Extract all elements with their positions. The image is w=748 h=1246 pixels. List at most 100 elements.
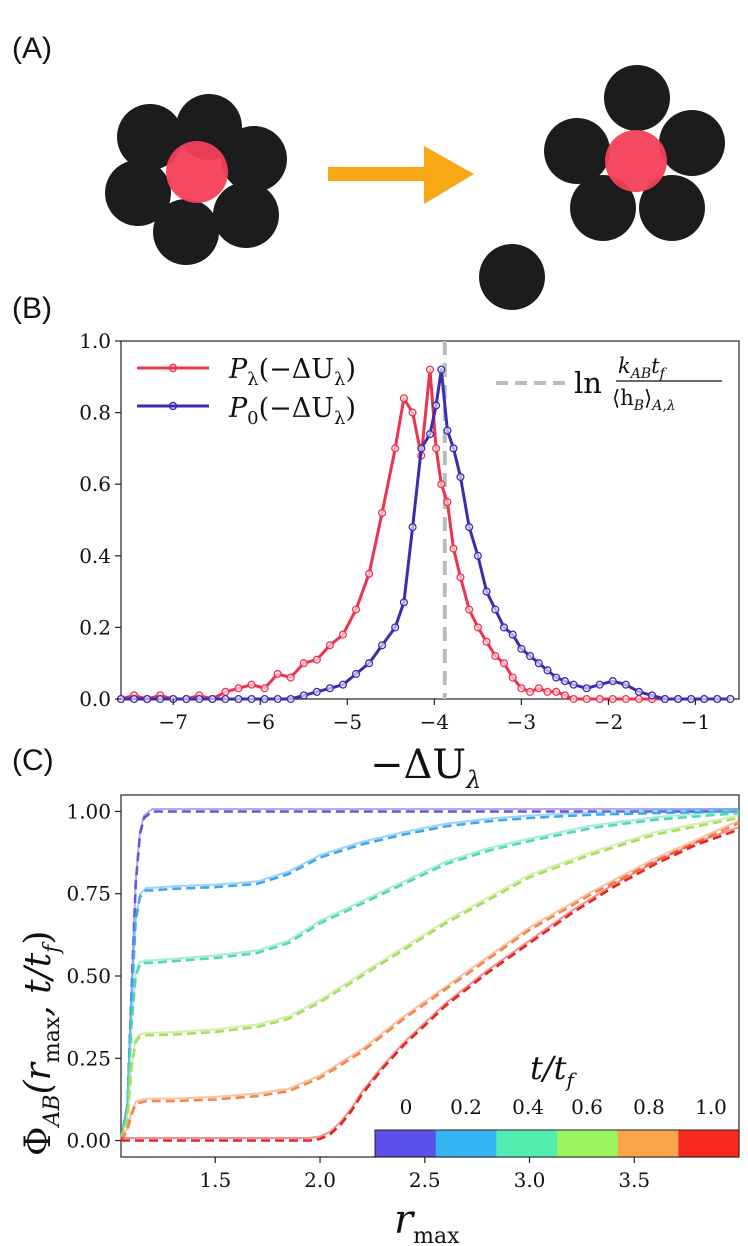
colorbar-label: 0.8 — [633, 1095, 665, 1119]
data-point — [517, 684, 526, 693]
solvent-particle — [117, 104, 183, 170]
solvent-particle — [659, 110, 725, 176]
data-point — [517, 644, 526, 653]
data-point — [543, 666, 552, 675]
data-point — [449, 544, 458, 553]
solvent-particle — [105, 160, 171, 226]
data-point — [325, 641, 334, 650]
x-tick-label: 2.5 — [409, 1168, 441, 1192]
x-tick-label: −4 — [420, 710, 449, 734]
escaped-solvent-particle — [479, 244, 545, 310]
x-tick-labels: 1.5 2.0 2.5 3.0 3.5 — [199, 1157, 650, 1192]
series-group — [119, 808, 740, 1142]
data-point — [569, 680, 578, 689]
series-P_lambda — [116, 365, 735, 704]
data-point — [534, 684, 543, 693]
x-tick-label: 3.0 — [514, 1168, 546, 1192]
cluster-left — [105, 94, 287, 265]
data-point — [491, 605, 500, 614]
data-point — [595, 694, 604, 704]
colorbar-label: 0.6 — [571, 1095, 603, 1119]
y-tick-label: 1.0 — [79, 329, 111, 353]
data-point — [286, 694, 295, 704]
data-point — [456, 472, 465, 482]
theory-curve — [119, 810, 739, 1141]
data-point — [156, 694, 165, 704]
data-point — [221, 694, 230, 704]
data-point — [499, 623, 509, 632]
solvent-particle — [213, 182, 279, 248]
data-point — [560, 677, 569, 686]
y-tick-label: 0.8 — [79, 401, 111, 425]
theory-curve — [119, 821, 740, 1142]
solute-particle — [605, 130, 667, 192]
data-point — [351, 669, 361, 678]
colorbar-swatch — [496, 1130, 558, 1157]
legend-marker-p-lambda — [168, 363, 178, 373]
series-P_0 — [116, 365, 735, 704]
legend-marker-p-zero — [168, 401, 178, 411]
data-point — [312, 687, 321, 696]
y-tick-label: 0.6 — [79, 472, 111, 496]
data-point — [465, 523, 474, 532]
legend-label-p-lambda: Pλ(−ΔUλ) — [228, 354, 356, 390]
colorbar-swatch — [617, 1130, 679, 1157]
data-point — [687, 694, 696, 704]
data-point — [260, 694, 269, 704]
x-tick-label: −6 — [246, 710, 275, 734]
data-point — [312, 655, 321, 664]
data-point — [437, 365, 446, 374]
x-tick-labels: −7 −6 −5 −4 −3 −2 −1 — [158, 699, 710, 734]
legend-label-ln: ln — [574, 366, 602, 400]
legend: Pλ(−ΔUλ) P0(−ΔUλ) ln kABtf ⟨hB⟩A,λ — [137, 354, 722, 429]
y-tick-label: 0.4 — [79, 544, 111, 568]
data-point — [473, 551, 482, 560]
y-tick-labels: 0.0 0.2 0.4 0.6 0.8 1.0 — [79, 329, 121, 711]
series-t=0.2 — [119, 808, 740, 1141]
colorbar-swatch — [435, 1130, 497, 1157]
theory-curve — [119, 816, 740, 1141]
data-point — [647, 691, 657, 700]
data-point — [582, 694, 591, 704]
data-point — [391, 623, 400, 632]
x-tick-label: −1 — [681, 710, 710, 734]
data-point — [456, 573, 465, 582]
data-point — [260, 684, 269, 693]
theory-curve — [119, 811, 740, 1141]
data-point — [482, 587, 491, 596]
panel-c-cumulative-chart: 0.000.250.500.751.00 1.5 2.0 2.5 3.0 3.5 t/t… — [18, 794, 740, 1246]
data-point — [526, 687, 535, 696]
data-point — [143, 694, 152, 704]
x-tick-label: 2.0 — [304, 1168, 336, 1192]
x-tick-label: 3.5 — [618, 1168, 650, 1192]
data-point — [208, 694, 217, 704]
data-point — [499, 659, 509, 668]
data-point — [182, 694, 191, 704]
solvent-particle — [221, 126, 287, 192]
data-point — [560, 691, 569, 700]
x-tick-label: −2 — [594, 710, 623, 734]
data-point — [482, 637, 491, 646]
y-tick-label: 1.00 — [66, 799, 111, 823]
data-point — [234, 694, 243, 704]
data-point — [491, 651, 500, 661]
data-point — [713, 694, 722, 704]
data-point — [621, 680, 630, 689]
panel-label-b: (B) — [12, 292, 52, 325]
data-point — [621, 694, 630, 704]
series-group — [116, 365, 735, 704]
data-point — [325, 684, 334, 693]
legend-label-fraction-numerator: kABtf — [618, 354, 668, 382]
solute-particle — [166, 141, 228, 203]
data-point — [286, 673, 295, 682]
data-point — [552, 687, 561, 696]
simulation-curve — [121, 826, 740, 1139]
y-tick-label: 0.0 — [79, 687, 111, 711]
y-tick-label: 0.25 — [66, 1046, 111, 1070]
colorbar-label: 1.0 — [695, 1095, 727, 1119]
data-point — [378, 508, 387, 517]
y-axis-label: ΦAB(rmax, t/tf) — [18, 931, 65, 1156]
simulation-curve — [120, 809, 740, 1139]
data-point — [582, 684, 591, 693]
